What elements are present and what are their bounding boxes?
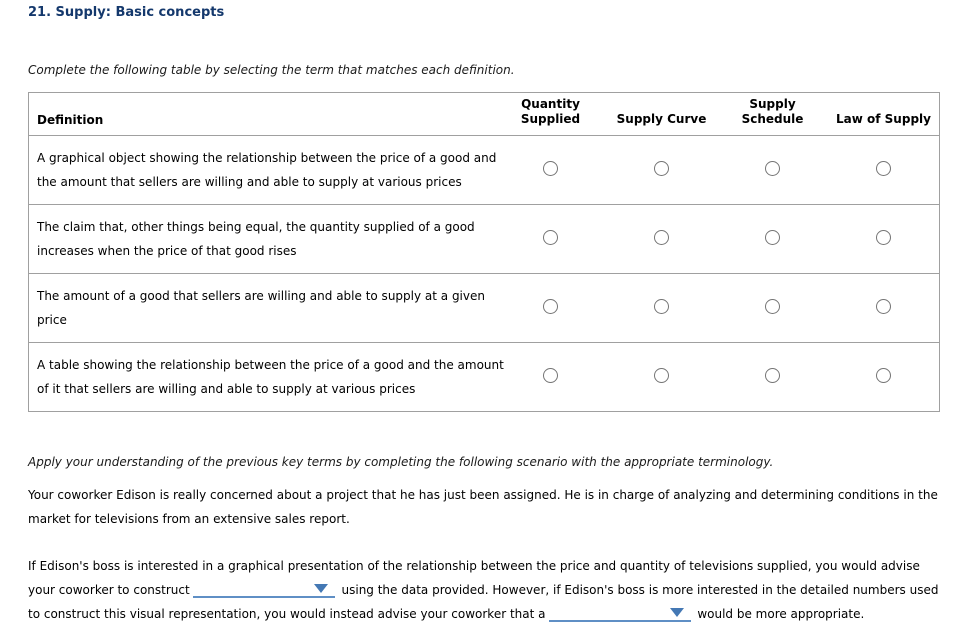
radio-row2-quantity-supplied[interactable] (543, 230, 558, 245)
radio-row1-supply-curve[interactable] (654, 161, 669, 176)
option-cell (828, 342, 940, 412)
option-cell (495, 273, 606, 343)
scenario-instruction: Apply your understanding of the previous… (28, 455, 774, 469)
radio-row2-supply-schedule[interactable] (765, 230, 780, 245)
scenario-intro: Your coworker Edison is really concerned… (28, 488, 938, 526)
term-dropdown-2[interactable] (548, 606, 691, 622)
radio-row3-supply-schedule[interactable] (765, 299, 780, 314)
option-cell (717, 204, 828, 274)
definition-text: The claim that, other things being equal… (28, 204, 495, 274)
table-instruction: Complete the following table by selectin… (28, 63, 515, 77)
table-row: A table showing the relationship between… (28, 342, 940, 412)
option-cell (606, 136, 717, 205)
radio-row2-law-of-supply[interactable] (876, 230, 891, 245)
chevron-down-icon (669, 608, 684, 617)
option-cell (717, 342, 828, 412)
definition-line: A table showing the relationship between… (37, 358, 504, 372)
table-row: A graphical object showing the relations… (29, 136, 940, 205)
table-header-row: Definition Quantity Supplied Supply Curv… (28, 92, 940, 136)
definition-line: The claim that, other things being equal… (37, 220, 475, 234)
radio-row4-supply-schedule[interactable] (765, 368, 780, 383)
option-cell (606, 342, 717, 412)
definition-text: A graphical object showing the relations… (29, 136, 496, 205)
definition-line: The amount of a good that sellers are wi… (37, 289, 485, 303)
option-cell (606, 273, 717, 343)
column-header-law-of-supply: Law of Supply (828, 92, 940, 136)
option-cell (717, 136, 828, 205)
definition-text: A table showing the relationship between… (28, 342, 504, 412)
option-cell (717, 273, 828, 343)
table-row: The amount of a good that sellers are wi… (28, 273, 940, 343)
column-header-definition: Definition (28, 92, 495, 136)
column-header-supply-schedule: Supply Schedule (717, 92, 828, 136)
radio-row1-law-of-supply[interactable] (876, 161, 891, 176)
fill-text-1: If Edison's boss is interested in a grap… (28, 559, 920, 597)
radio-row1-quantity-supplied[interactable] (543, 161, 558, 176)
option-cell (828, 136, 940, 205)
chevron-down-icon (313, 584, 328, 593)
exercise-page: 21. Supply: Basic concepts Complete the … (28, 0, 944, 626)
term-dropdown-1[interactable] (192, 582, 335, 598)
option-cell (495, 204, 606, 274)
fill-in-paragraph: If Edison's boss is interested in a grap… (28, 554, 944, 626)
definitions-table: Definition Quantity Supplied Supply Curv… (28, 92, 940, 412)
definition-line: increases when the price of that good ri… (37, 244, 297, 258)
radio-row3-supply-curve[interactable] (654, 299, 669, 314)
page-title: 21. Supply: Basic concepts (28, 5, 225, 20)
option-cell (495, 342, 606, 412)
radio-row3-quantity-supplied[interactable] (543, 299, 558, 314)
definition-text: The amount of a good that sellers are wi… (28, 273, 495, 343)
option-cell (606, 204, 717, 274)
radio-row2-supply-curve[interactable] (654, 230, 669, 245)
radio-row4-quantity-supplied[interactable] (543, 368, 558, 383)
radio-row3-law-of-supply[interactable] (876, 299, 891, 314)
table-row: The claim that, other things being equal… (28, 204, 940, 274)
radio-row4-law-of-supply[interactable] (876, 368, 891, 383)
option-cell (495, 136, 606, 205)
radio-row4-supply-curve[interactable] (654, 368, 669, 383)
option-cell (828, 273, 940, 343)
definition-line: the amount that sellers are willing and … (37, 175, 462, 189)
fill-text-3: would be more appropriate. (693, 607, 865, 621)
radio-row1-supply-schedule[interactable] (765, 161, 780, 176)
definition-line: A graphical object showing the relations… (37, 151, 497, 165)
definition-line: of it that sellers are willing and able … (37, 382, 416, 396)
definition-line: price (37, 313, 67, 327)
column-header-quantity-supplied: Quantity Supplied (495, 92, 606, 136)
option-cell (828, 204, 940, 274)
column-header-supply-curve: Supply Curve (606, 92, 717, 136)
